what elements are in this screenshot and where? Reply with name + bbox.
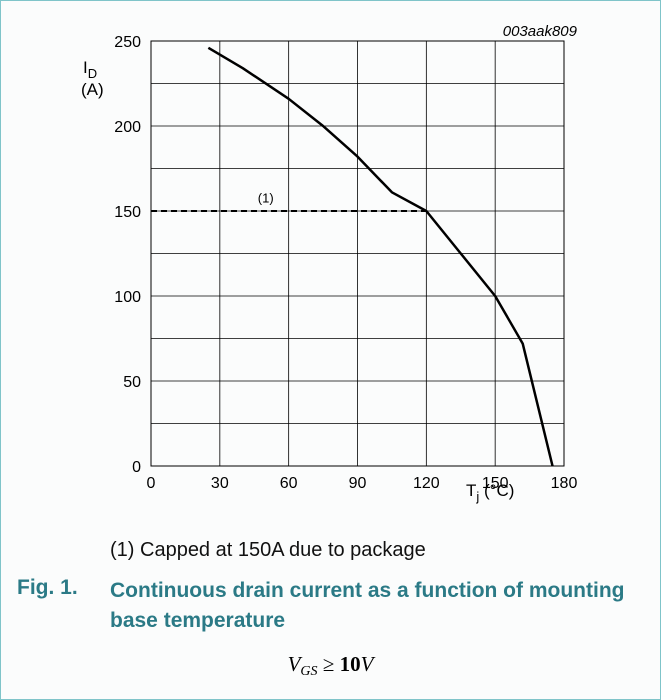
condition-unit: V [360,652,374,676]
condition-operator: ≥ [322,652,335,676]
y-axis-symbol: I [83,58,88,77]
x-tick-label: 180 [551,475,578,492]
x-axis-label: Tj (°C) [466,481,514,504]
x-tick-label: 30 [211,475,229,492]
test-condition: VGS ≥ 10V [0,652,661,680]
y-tick-label: 200 [114,119,141,136]
figure-number: Fig. 1. [17,576,78,599]
chart: 0 50 100 150 200 250 0 30 60 90 120 150 180 003aak8… [81,23,578,504]
series [151,46,554,467]
y-axis-label: ID [83,58,97,81]
x-axis-subscript: j [475,489,479,504]
condition-value: 10 [339,652,361,676]
plot-border [150,40,565,467]
x-tick-label: 90 [349,475,367,492]
y-tick-label: 50 [123,374,141,391]
figure-code: 003aak809 [503,23,578,40]
x-axis-symbol: T [466,481,476,500]
y-tick-label: 0 [132,459,141,476]
x-tick-labels: 0 30 60 90 120 150 180 [147,475,578,492]
grid [150,40,565,467]
y-tick-label: 150 [114,204,141,221]
y-axis-unit: (A) [81,80,104,99]
y-tick-label: 250 [114,34,141,51]
y-axis-subscript: D [88,66,97,81]
x-tick-label: 60 [280,475,298,492]
x-axis-unit: (°C) [484,481,514,500]
x-tick-label: 0 [147,475,156,492]
x-tick-label: 150 [482,475,509,492]
condition-subscript: GS [300,664,318,679]
annotation-label: (1) [258,191,274,206]
condition-symbol: V [287,652,301,676]
footnote: (1) Capped at 150A due to package [110,539,426,561]
drain-current-curve [207,46,554,467]
figure-title: Continuous drain current as a function o… [110,579,625,632]
y-tick-label: 100 [114,289,141,306]
x-tick-label: 120 [413,475,440,492]
y-tick-labels: 0 50 100 150 200 250 [114,34,141,476]
